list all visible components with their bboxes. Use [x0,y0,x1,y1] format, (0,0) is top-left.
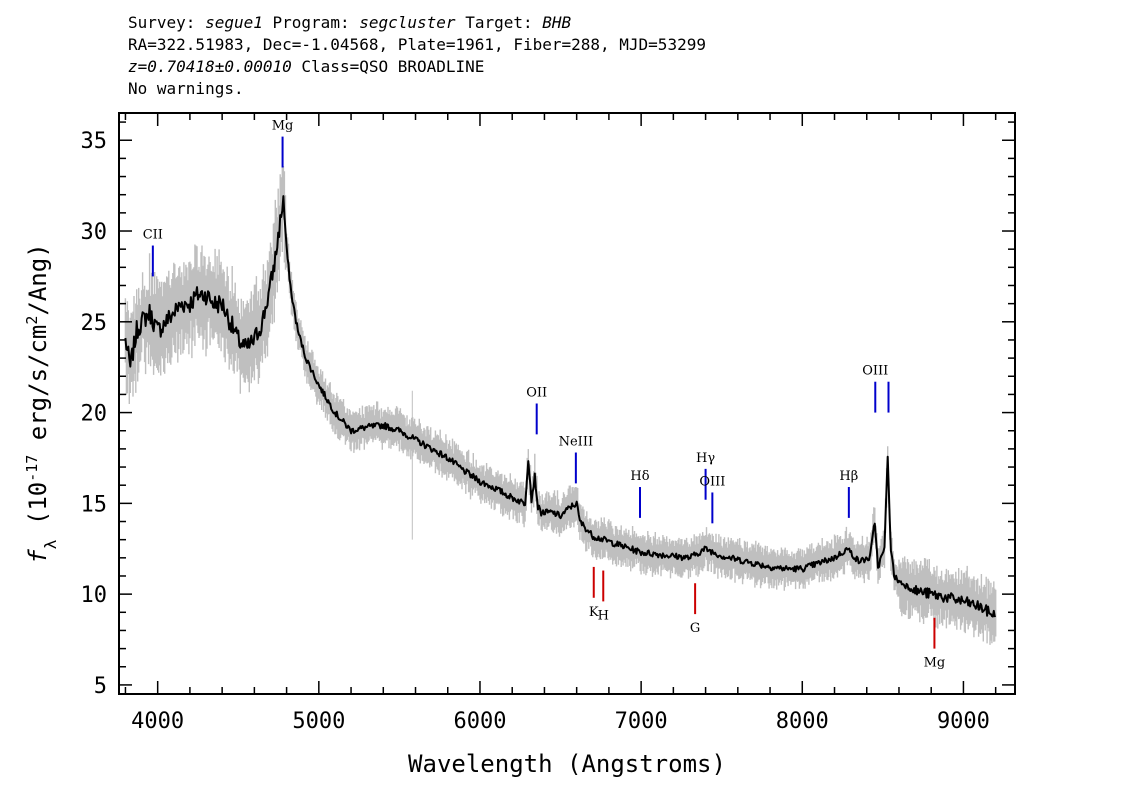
absorption-line-label: K [589,605,599,620]
y-axis-label: fλ (10-17 erg/s/cm2/Ang) [23,243,60,563]
redshift-value: z=0.70418±0.00010 [128,57,292,76]
plot-frame [118,112,1016,695]
flux-line [124,195,996,618]
survey-label: Survey: [128,13,196,32]
survey-value: segue1 [205,13,263,32]
emission-line-label: Hβ [839,469,858,484]
class-value: Class=QSO BROADLINE [301,57,485,76]
x-tick-label: 9000 [937,709,990,734]
x-tick-label: 6000 [453,709,506,734]
header-line-warnings: No warnings. [128,79,244,98]
x-tick-label: 5000 [292,709,345,734]
error-band-layer [124,166,997,645]
y-tick-label: 25 [81,311,108,336]
header-line-coordinates: RA=322.51983, Dec=-1.04568, Plate=1961, … [128,35,706,54]
emission-line-label: OII [526,386,547,401]
x-tick-label: 4000 [131,709,184,734]
y-tick-label: 15 [81,492,108,517]
x-axis-label: Wavelength (Angstroms) [408,750,726,778]
x-tick-label: 7000 [615,709,668,734]
program-label: Program: [272,13,350,32]
flux-layer [124,195,996,618]
x-tick-label: 8000 [776,709,829,734]
emission-line-label: NeIII [559,435,593,450]
emission-line-label: CII [143,228,163,243]
emission-line-label: OIII [699,474,725,489]
program-value: segcluster [359,13,456,32]
y-tick-label: 20 [81,402,108,427]
y-tick-label: 30 [81,220,108,245]
spectrum-header: Survey: segue1 Program: segcluster Targe… [128,12,706,100]
header-line-redshift: z=0.70418±0.00010 Class=QSO BROADLINE [128,56,706,78]
absorption-line-label: Mg [924,656,946,671]
emission-line-label: Hγ [696,451,715,466]
absorption-line-label: G [690,621,700,636]
emission-line-label: OIII [862,364,888,379]
target-value: BHB [542,13,572,32]
absorption-line-label: H [598,608,609,623]
y-tick-label: 35 [81,129,108,154]
y-tick-label: 10 [81,583,108,608]
error-band [124,166,997,645]
y-tick-label: 5 [94,674,107,699]
emission-line-label: Hδ [630,469,649,484]
emission-line-label: Mg [272,119,294,134]
line-markers-layer: CII Mg OII NeIII Hδ Hγ OIII Hβ OIII KH G Mg [143,119,946,671]
target-label: Target: [465,13,533,32]
axes-layer: 4000 5000 6000 7000 8000 9000 5 10 15 20 25 30 35 [81,113,1015,734]
header-line-survey: Survey: segue1 Program: segcluster Targe… [128,12,706,34]
